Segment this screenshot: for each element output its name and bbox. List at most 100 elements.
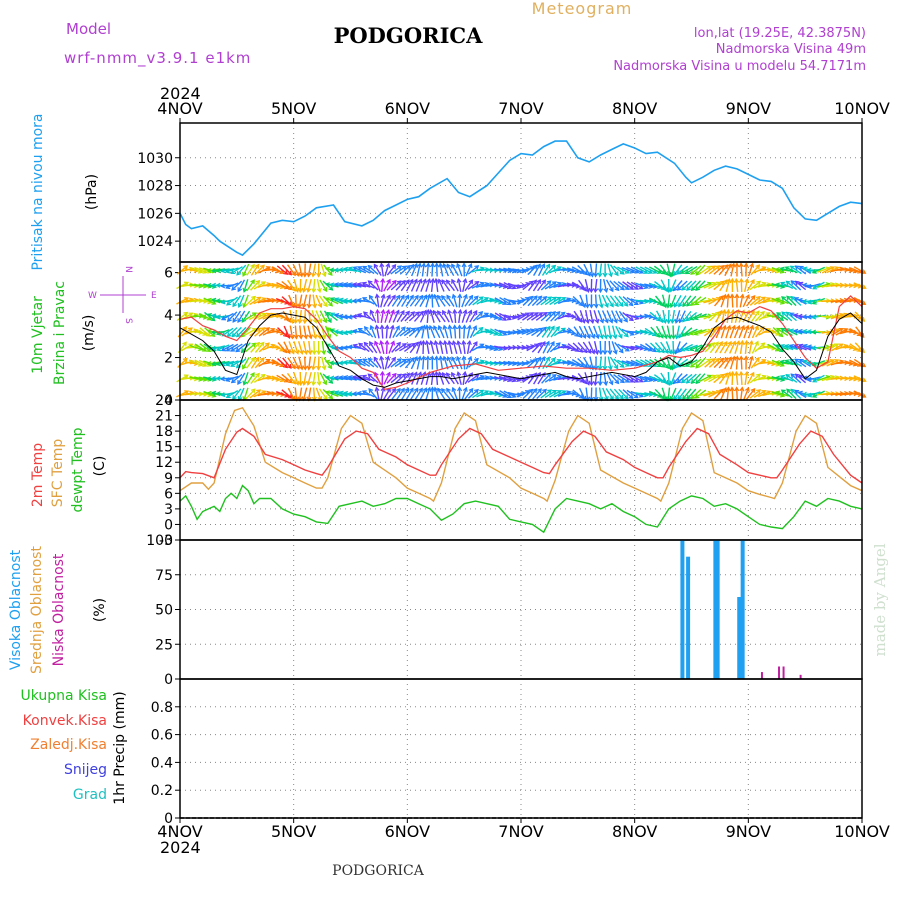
lonlat-label: lon,lat (19.25E, 42.3875N) — [694, 26, 866, 41]
wind-arrow — [435, 371, 439, 386]
wind-arrow-head — [312, 334, 318, 340]
wind-arrow-head — [237, 287, 243, 293]
wind-arrow — [533, 372, 541, 385]
wind-arrow-head — [220, 392, 226, 398]
wind-arrow — [786, 388, 797, 400]
wind-arrow-head — [210, 329, 216, 335]
wind-arrow — [318, 388, 328, 400]
wind-arrow — [671, 356, 676, 370]
wind-arrow-head — [324, 266, 330, 272]
wind-arrow — [431, 263, 434, 277]
wind-arrow — [416, 356, 421, 370]
wind-arrow — [682, 388, 692, 400]
wind-arrow-head — [434, 370, 440, 376]
wind-arrow-head — [321, 365, 327, 371]
wind-arrow-head — [761, 390, 767, 395]
wind-arrow-head — [424, 324, 430, 330]
wind-arrow — [298, 294, 303, 308]
wind-arrow-head — [401, 265, 407, 271]
wind-arrow — [448, 325, 453, 339]
wind-arrow-head — [528, 388, 534, 394]
wind-arrow-head — [540, 263, 546, 269]
wind-arrow-head — [680, 269, 686, 274]
wind-arrow-head — [761, 296, 767, 302]
wind-arrow — [729, 341, 736, 354]
wind-arrow-head — [721, 309, 727, 315]
wind-arrow — [542, 341, 550, 354]
wind-arrow-head — [282, 348, 288, 354]
wind-arrow — [617, 343, 630, 352]
wind-arrow — [605, 295, 614, 307]
wind-arrow-head — [306, 303, 312, 309]
wind-arrow — [835, 313, 848, 320]
wind-arrow — [734, 341, 740, 354]
wind-arrow — [287, 387, 296, 401]
wind-arrow-head — [324, 282, 330, 288]
wind-arrow — [176, 390, 189, 398]
day-tick-bottom-3: 7NOV — [498, 822, 543, 841]
wind-arrow-head — [283, 270, 289, 275]
wind-arrow-head — [612, 349, 618, 355]
wind-arrow — [678, 310, 686, 323]
wind-arrow — [781, 389, 793, 399]
wind-arrow-head — [206, 360, 212, 367]
wind-arrow — [682, 295, 692, 307]
wind-arrow-head — [285, 333, 291, 339]
wind-arrow-head — [743, 262, 749, 268]
wind-arrow-head — [680, 346, 686, 352]
wind-arrow — [271, 359, 284, 367]
wind-arrow — [489, 298, 503, 304]
wind-arrow — [690, 296, 702, 306]
wind-arrow-head — [231, 285, 237, 291]
wind-arrow-head — [321, 334, 327, 340]
wind-arrow — [549, 296, 561, 306]
wind-arrow — [550, 311, 561, 322]
wind-arrow-head — [613, 364, 619, 370]
wind-arrow-head — [456, 340, 462, 346]
station-title: PODGORICA — [334, 23, 484, 48]
wind-arrow — [626, 296, 639, 306]
wind-arrow-head — [451, 386, 457, 392]
wind-arrow-head — [790, 373, 796, 379]
wind-arrow — [444, 340, 448, 355]
wind-arrow-head — [727, 263, 732, 269]
precip-legend-conv: Konvek.Kisa — [23, 713, 107, 729]
wind-arrow-head — [806, 283, 813, 289]
wind-arrow — [553, 327, 566, 337]
wind-arrow — [740, 371, 743, 386]
pressure-series-pressure — [179, 140, 863, 257]
wind-arrow-head — [682, 395, 687, 400]
wind-arrow — [429, 325, 436, 339]
cloud-bar-high_cloud — [737, 596, 742, 679]
wind-arrow — [494, 283, 507, 288]
wind-arrow — [733, 325, 741, 339]
wind-arrow — [698, 391, 712, 397]
wind-arrow — [452, 294, 458, 308]
wind-arrow-head — [521, 376, 527, 382]
wind-arrow-head — [663, 348, 669, 354]
wind-arrow-head — [744, 278, 750, 284]
wind-arrow-head — [555, 326, 560, 331]
wind-arrow — [462, 279, 467, 292]
wind-arrow-head — [307, 334, 313, 340]
wind-arrow — [747, 325, 754, 339]
wind-arrow — [471, 282, 485, 289]
wind-arrow-head — [749, 262, 755, 268]
wind-arrow — [367, 280, 379, 291]
wind-arrow-head — [329, 390, 335, 396]
wind-arrow — [374, 279, 381, 292]
wind-arrow-head — [624, 346, 630, 352]
wind-arrow — [602, 387, 609, 401]
wind-arrow — [549, 342, 561, 353]
wind-arrow-head — [418, 387, 423, 393]
wind-arrow-head — [806, 392, 813, 398]
wind-arrow-head — [401, 343, 407, 348]
wind-arrow — [680, 266, 693, 274]
wind-arrow-head — [430, 277, 436, 283]
wind-arrow — [562, 268, 576, 272]
wind-arrow — [816, 283, 830, 288]
wind-arrow-head — [690, 301, 696, 306]
wind-arrow — [541, 326, 551, 338]
wind-arrow — [611, 310, 618, 323]
wind-arrow — [395, 326, 406, 338]
